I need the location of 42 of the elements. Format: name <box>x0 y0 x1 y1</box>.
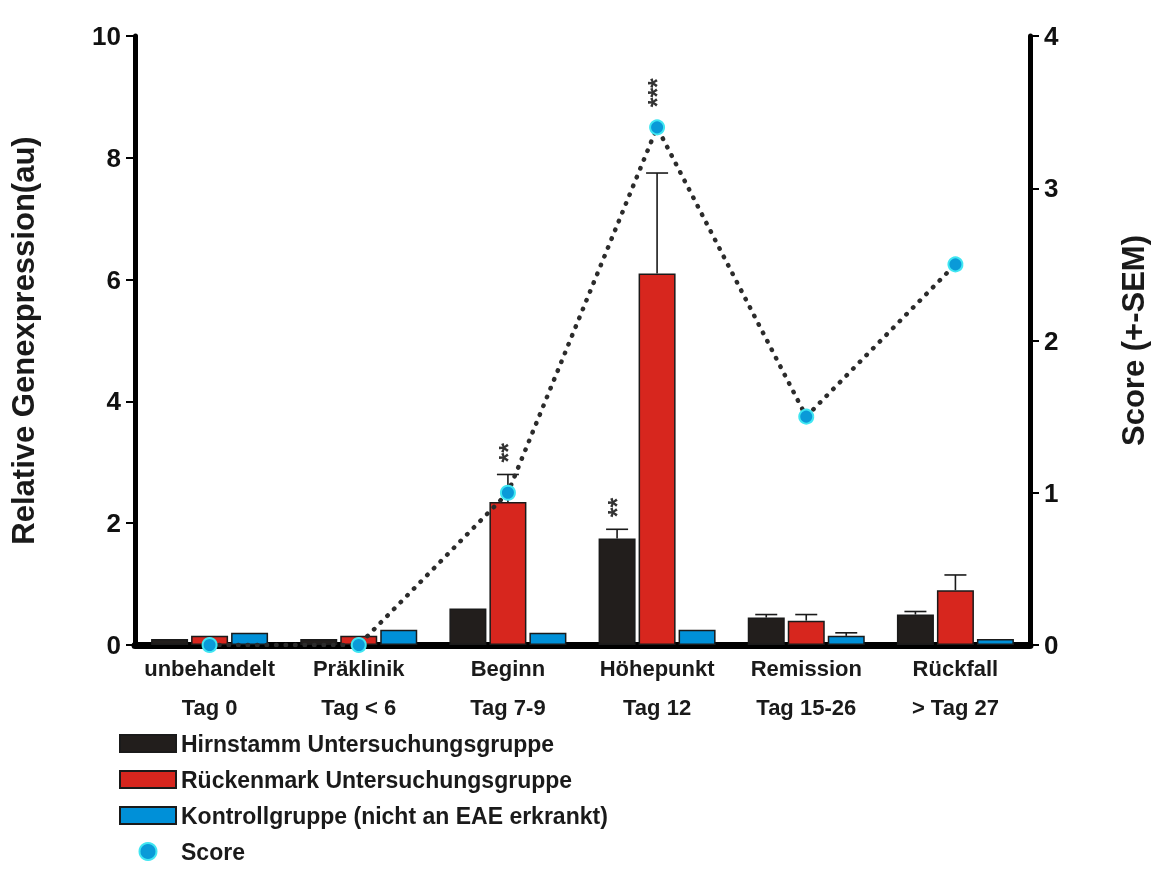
x-tick-label: Rückfall > Tag 27 <box>911 656 999 720</box>
y2-tick-label: 2 <box>1044 325 1059 356</box>
point <box>947 256 964 273</box>
legend-label: Rückenmark Untersuchungsgruppe <box>181 766 573 793</box>
x-tick-label: Beginn Tag 7-9 <box>470 656 546 720</box>
legend-label: Kontrollgruppe (nicht an EAE erkrankt) <box>181 802 608 829</box>
bar <box>231 632 269 645</box>
y2-tick-label: 3 <box>1044 173 1059 204</box>
legend-label: Hirnstamm Untersuchungsgruppe <box>181 730 555 757</box>
annotation: *** <box>643 77 672 108</box>
x-tick-label: unbehandelt Tag 0 <box>144 656 276 720</box>
y-tick-label: 4 <box>106 386 122 417</box>
x-tick-label: Höhepunkt Tag 12 <box>599 656 716 720</box>
annotation: ** <box>493 442 522 463</box>
y-tick-label: 8 <box>106 142 121 173</box>
y-tick-label: 6 <box>106 264 121 295</box>
annotation: ** <box>603 497 632 518</box>
point <box>350 637 367 653</box>
x-tick-label: Remission Tag 15-26 <box>750 656 862 720</box>
bar <box>380 629 418 645</box>
point <box>499 484 516 501</box>
x-tick-label: Präklinik Tag < 6 <box>312 656 406 720</box>
bar <box>747 617 785 645</box>
point <box>201 637 218 653</box>
point <box>798 408 815 425</box>
y-tick-label: 2 <box>106 508 121 539</box>
bar <box>896 614 934 645</box>
y-tick-label: 10 <box>92 21 121 51</box>
y2-tick-label: 0 <box>1044 630 1059 660</box>
legend-label: Score <box>181 838 245 865</box>
bar <box>151 638 189 645</box>
bar <box>449 608 487 645</box>
y-tick-label: 0 <box>106 630 121 660</box>
y2-axis-title: Score (+-SEM) <box>1116 234 1151 447</box>
point <box>649 119 666 136</box>
bar <box>529 632 567 645</box>
y2-tick-label: 1 <box>1044 477 1059 508</box>
bar <box>827 635 865 645</box>
y2-tick-label: 4 <box>1044 21 1059 51</box>
bar <box>976 638 1014 645</box>
y-axis-title: Relative Genexpression(au) <box>6 136 41 545</box>
bar <box>678 629 716 645</box>
